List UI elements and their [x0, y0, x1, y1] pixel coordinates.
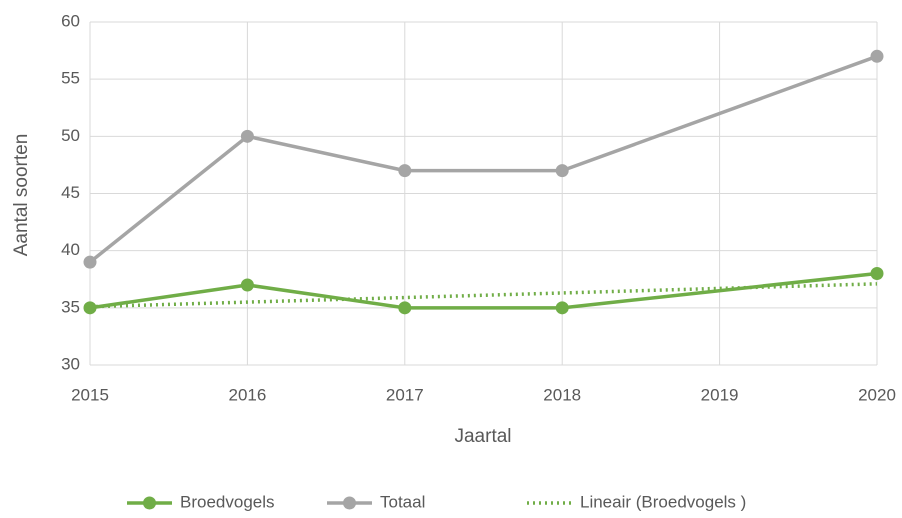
series-line — [89, 271, 878, 310]
y-tick-label: 35 — [61, 297, 80, 316]
marker — [870, 267, 884, 281]
legend-label: Lineair (Broedvogels ) — [580, 492, 746, 511]
legend-label: Totaal — [380, 492, 425, 511]
marker — [83, 255, 97, 269]
x-tick-label: 2020 — [858, 385, 896, 404]
y-tick-label: 55 — [61, 69, 80, 88]
legend-marker — [143, 496, 156, 510]
marker — [398, 301, 412, 315]
series-line — [88, 54, 878, 264]
x-tick-label: 2018 — [543, 385, 581, 404]
marker — [555, 164, 569, 178]
y-tick-label: 40 — [61, 240, 80, 259]
y-tick-label: 50 — [61, 126, 80, 145]
marker — [398, 164, 412, 178]
y-tick-label: 60 — [61, 11, 80, 30]
x-tick-label: 2017 — [386, 385, 424, 404]
marker — [240, 129, 254, 143]
y-axis-title: Aantal soorten — [11, 134, 32, 257]
marker — [555, 301, 569, 315]
marker — [870, 49, 884, 63]
marker — [83, 301, 97, 315]
x-tick-label: 2015 — [71, 385, 109, 404]
marker — [240, 278, 254, 292]
legend-marker — [343, 496, 356, 510]
y-tick-label: 30 — [61, 354, 80, 373]
y-tick-label: 45 — [61, 183, 80, 202]
x-tick-label: 2019 — [701, 385, 739, 404]
x-tick-label: 2016 — [228, 385, 266, 404]
x-axis-title: Jaartal — [454, 426, 511, 447]
legend-label: Broedvogels — [180, 492, 275, 511]
